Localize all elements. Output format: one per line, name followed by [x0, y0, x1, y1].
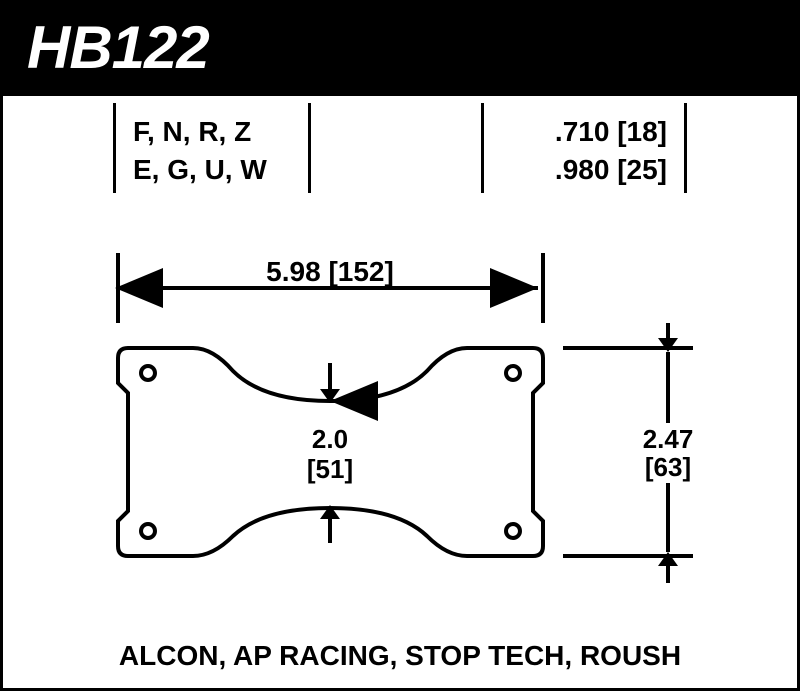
tick-mark — [308, 103, 311, 193]
spec-sheet: HB122 F, N, R, Z E, G, U, W .710 [18] .9… — [0, 0, 800, 691]
width-dim: 5.98 [152] — [266, 256, 394, 287]
codes-row-1: F, N, R, Z — [133, 113, 267, 151]
diagram-svg: 5.98 [152] 2.0 [51] — [63, 253, 743, 633]
thickness-specs: .710 [18] .980 [25] — [555, 113, 667, 189]
compatibility-list: ALCON, AP RACING, STOP TECH, ROUSH — [3, 640, 797, 672]
tick-mark — [481, 103, 484, 193]
codes-row-2: E, G, U, W — [133, 151, 267, 189]
thickness-row-1: .710 [18] — [555, 113, 667, 151]
tick-mark — [113, 103, 116, 193]
compound-codes: F, N, R, Z E, G, U, W — [133, 113, 267, 189]
brake-pad-diagram: 5.98 [152] 2.0 [51] — [63, 253, 743, 613]
inner-dim-top: 2.0 — [312, 424, 348, 454]
thickness-row-2: .980 [25] — [555, 151, 667, 189]
part-number: HB122 — [27, 14, 209, 81]
spec-area: F, N, R, Z E, G, U, W .710 [18] .980 [25… — [3, 103, 797, 223]
header-bar: HB122 — [3, 3, 797, 96]
inner-dim-bottom: [51] — [307, 454, 353, 484]
height-dim-top: 2.47 — [643, 424, 694, 454]
height-dim-bottom: [63] — [645, 452, 691, 482]
tick-mark — [684, 103, 687, 193]
